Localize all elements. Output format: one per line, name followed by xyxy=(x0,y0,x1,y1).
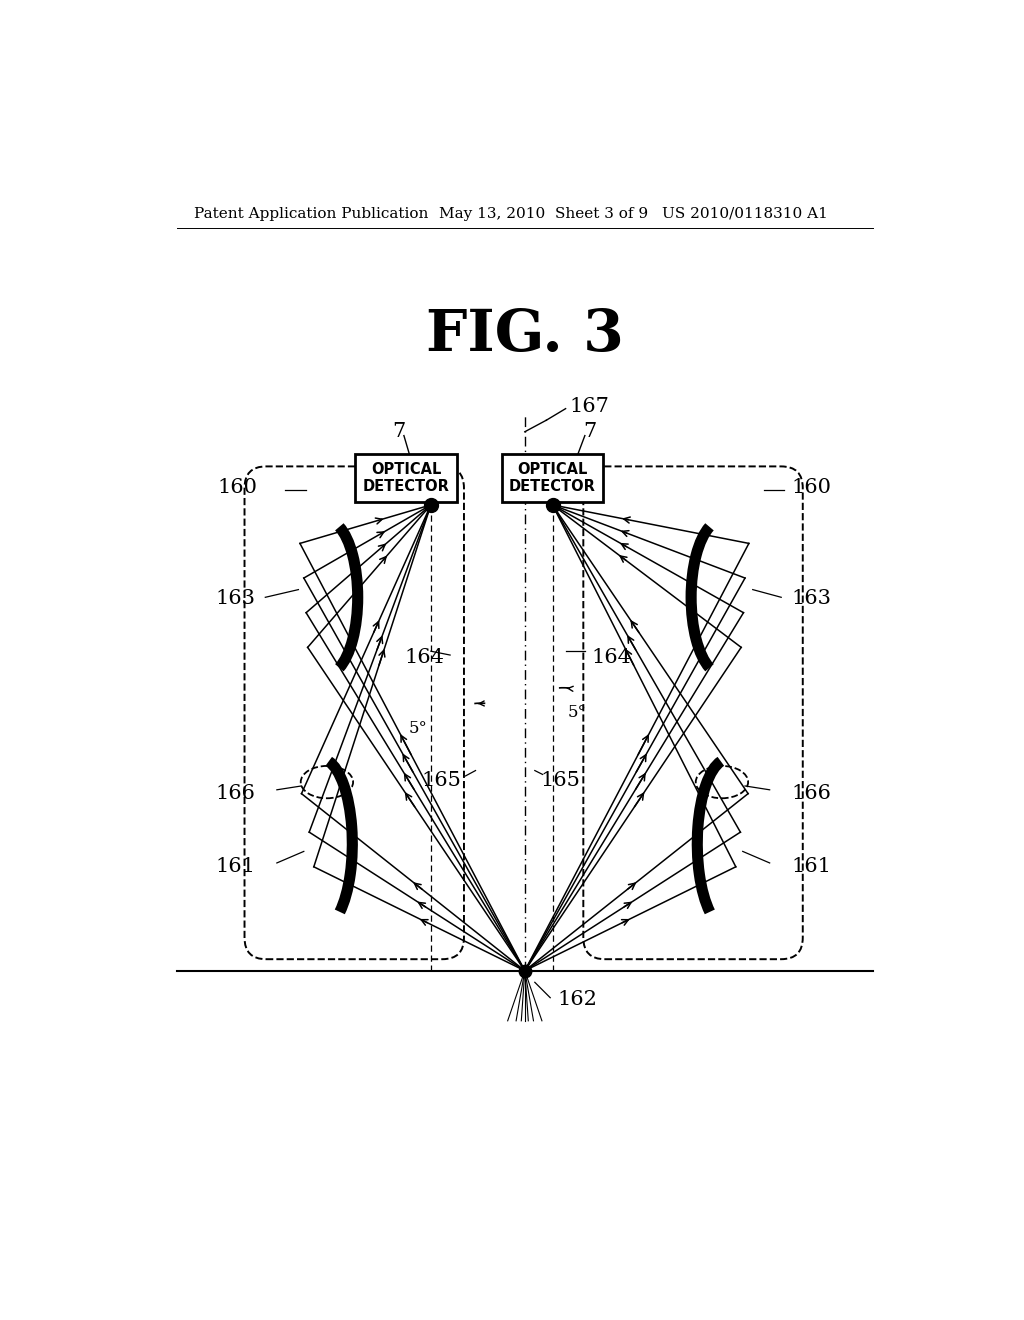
Text: 160: 160 xyxy=(218,478,258,498)
Text: 165: 165 xyxy=(541,771,580,791)
FancyBboxPatch shape xyxy=(502,454,603,502)
Text: 165: 165 xyxy=(422,771,462,791)
FancyBboxPatch shape xyxy=(355,454,457,502)
Text: May 13, 2010  Sheet 3 of 9: May 13, 2010 Sheet 3 of 9 xyxy=(438,207,648,220)
Text: 163: 163 xyxy=(792,589,831,609)
Text: 5°: 5° xyxy=(409,719,427,737)
Text: 162: 162 xyxy=(558,990,598,1008)
Text: 161: 161 xyxy=(215,857,255,876)
Text: 5°: 5° xyxy=(568,705,587,721)
Text: US 2010/0118310 A1: US 2010/0118310 A1 xyxy=(662,207,827,220)
Text: OPTICAL
DETECTOR: OPTICAL DETECTOR xyxy=(362,462,450,494)
Text: 164: 164 xyxy=(591,648,631,667)
Text: 7: 7 xyxy=(392,422,406,441)
Text: FIG. 3: FIG. 3 xyxy=(426,308,624,363)
Text: 164: 164 xyxy=(404,648,444,667)
Text: 7: 7 xyxy=(583,422,596,441)
Text: 167: 167 xyxy=(569,397,609,416)
Text: Patent Application Publication: Patent Application Publication xyxy=(194,207,428,220)
Text: 166: 166 xyxy=(792,784,831,803)
Text: 160: 160 xyxy=(792,478,831,498)
Text: OPTICAL
DETECTOR: OPTICAL DETECTOR xyxy=(509,462,596,494)
Text: 163: 163 xyxy=(215,589,255,609)
Text: 166: 166 xyxy=(215,784,255,803)
Text: 161: 161 xyxy=(792,857,831,876)
